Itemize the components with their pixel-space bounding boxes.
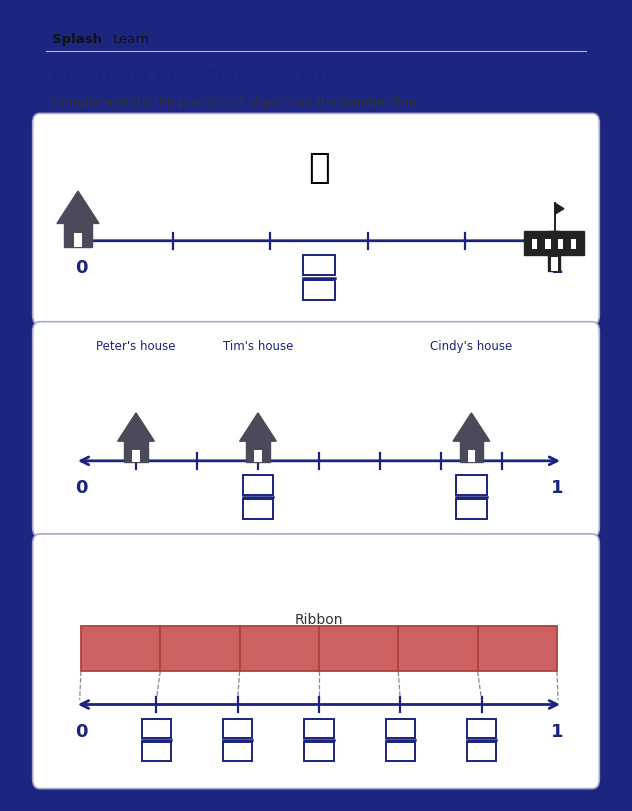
FancyBboxPatch shape xyxy=(33,322,599,538)
Text: Cindy's house: Cindy's house xyxy=(430,340,513,353)
Bar xyxy=(142,719,171,737)
FancyBboxPatch shape xyxy=(33,114,599,325)
Bar xyxy=(467,742,496,762)
Text: Learn: Learn xyxy=(113,33,150,46)
Bar xyxy=(303,255,335,276)
Bar xyxy=(571,239,576,250)
Bar xyxy=(223,719,252,737)
Bar xyxy=(524,232,584,255)
Bar xyxy=(243,475,273,495)
Bar xyxy=(386,742,415,762)
Bar xyxy=(243,500,273,519)
Bar xyxy=(303,281,335,301)
Text: 1: 1 xyxy=(550,259,563,277)
Bar xyxy=(459,440,483,462)
Bar xyxy=(223,742,252,762)
Text: Tim's house: Tim's house xyxy=(222,340,293,353)
Bar xyxy=(319,626,398,672)
Polygon shape xyxy=(240,414,276,442)
Bar xyxy=(161,626,240,672)
FancyBboxPatch shape xyxy=(33,534,599,788)
Bar xyxy=(74,234,82,248)
Text: Fractions on a Number Line: Fractions on a Number Line xyxy=(52,67,343,86)
Bar xyxy=(456,500,487,519)
Bar xyxy=(548,232,561,272)
Text: Complete/Write the position of objects on the number line.: Complete/Write the position of objects o… xyxy=(52,97,420,109)
Bar xyxy=(240,626,319,672)
Bar xyxy=(545,239,550,250)
Bar xyxy=(550,258,557,272)
Bar xyxy=(132,450,140,462)
Bar xyxy=(398,626,478,672)
Bar xyxy=(64,223,92,248)
Text: 🧒: 🧒 xyxy=(308,151,330,185)
Bar xyxy=(386,719,415,737)
Text: Splash: Splash xyxy=(52,33,102,46)
Bar xyxy=(124,440,148,462)
Text: Peter's house: Peter's house xyxy=(96,340,176,353)
Text: 0: 0 xyxy=(75,722,87,740)
Bar xyxy=(142,742,171,762)
Bar xyxy=(81,626,161,672)
Bar xyxy=(246,440,270,462)
Text: 1: 1 xyxy=(550,478,563,496)
Polygon shape xyxy=(453,414,490,442)
Bar xyxy=(304,742,334,762)
Polygon shape xyxy=(57,191,99,224)
Text: 1: 1 xyxy=(550,722,563,740)
Bar xyxy=(478,626,557,672)
Polygon shape xyxy=(555,204,564,215)
Text: 0: 0 xyxy=(75,259,87,277)
Bar xyxy=(557,239,563,250)
Text: Ribbon: Ribbon xyxy=(295,612,343,626)
Bar xyxy=(468,450,475,462)
Bar xyxy=(254,450,262,462)
Bar xyxy=(467,719,496,737)
Bar xyxy=(456,475,487,495)
Bar xyxy=(304,719,334,737)
Polygon shape xyxy=(118,414,154,442)
Text: 0: 0 xyxy=(75,478,87,496)
Bar xyxy=(532,239,537,250)
